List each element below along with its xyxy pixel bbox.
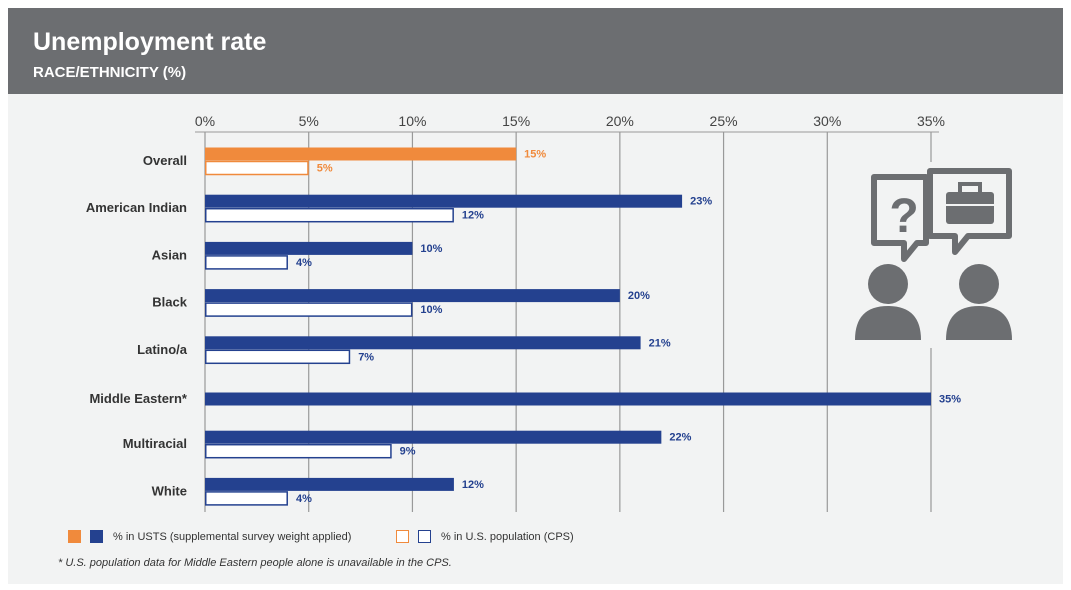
bar-cps-label: 12% [462, 210, 484, 222]
x-tick-label: 5% [299, 113, 319, 129]
legend-swatch-usts [90, 530, 103, 543]
question-mark-icon: ? [889, 190, 918, 243]
bar-cps-label: 4% [296, 257, 312, 269]
legend-label-usts: % in USTS (supplemental survey weight ap… [113, 531, 352, 543]
bar-usts [205, 241, 413, 255]
bar-usts-label: 12% [462, 479, 484, 491]
bar-usts-label: 21% [649, 337, 671, 349]
chart-title: Unemployment rate [33, 28, 267, 56]
x-tick-label: 10% [398, 113, 426, 129]
bar-usts [205, 392, 931, 406]
category-label: Asian [152, 247, 187, 262]
bar-usts-label: 20% [628, 290, 650, 302]
bar-cps [205, 207, 454, 223]
bar-usts [205, 289, 620, 303]
legend-label-cps: % in U.S. population (CPS) [441, 531, 574, 543]
person-right-icon [946, 264, 1012, 340]
bar-usts-label: 10% [420, 243, 442, 255]
x-tick-label: 30% [813, 113, 841, 129]
conversation-question-briefcase-icon: ? [855, 168, 1012, 340]
chart-subtitle: RACE/ETHNICITY (%) [33, 64, 187, 81]
footnote: * U.S. population data for Middle Easter… [58, 557, 452, 569]
chart-header: Unemployment rate RACE/ETHNICITY (%) [8, 8, 1063, 94]
category-label: American Indian [86, 200, 187, 215]
x-tick-label: 20% [606, 113, 634, 129]
bar-usts-label: 35% [939, 394, 961, 406]
speech-bubble-left-icon [871, 174, 929, 262]
legend-usts: % in USTS (supplemental survey weight ap… [68, 530, 351, 543]
x-tick-label: 25% [710, 113, 738, 129]
bar-cps-label: 5% [317, 163, 333, 175]
legend-cps: % in U.S. population (CPS) [396, 530, 574, 543]
bar-cps-label: 4% [296, 493, 312, 505]
briefcase-icon [946, 182, 994, 224]
bar-cps-label: 9% [400, 446, 416, 458]
x-tick-label: 0% [195, 113, 215, 129]
bar-usts [205, 194, 683, 208]
bar-usts [205, 336, 641, 350]
bar-cps [205, 491, 288, 506]
category-label: Latino/a [137, 342, 188, 357]
bar-usts-label: 23% [690, 196, 712, 208]
bar-cps-label: 7% [358, 351, 374, 363]
bar-cps [205, 302, 413, 317]
bar-cps [205, 443, 392, 459]
category-label: Multiracial [123, 436, 187, 451]
legend-swatch-highlight [68, 530, 81, 543]
bar-usts [205, 147, 517, 161]
bar-usts [205, 477, 454, 491]
x-tick-label: 15% [502, 113, 530, 129]
bar-cps [205, 349, 351, 365]
bar-usts [205, 430, 662, 444]
legend-swatch-cps-outline [418, 530, 431, 543]
category-label: White [152, 483, 187, 498]
x-tick-label: 35% [917, 113, 945, 129]
person-left-icon [855, 264, 921, 340]
bar-usts-label: 22% [669, 432, 691, 444]
category-label: Overall [143, 153, 187, 168]
bar-cps [205, 255, 288, 270]
bar-cps-label: 10% [420, 304, 442, 316]
legend-swatch-highlight-outline [396, 530, 409, 543]
bar-usts-label: 15% [524, 149, 546, 161]
category-label: Black [152, 295, 187, 310]
category-label: Middle Eastern* [89, 391, 187, 406]
bar-cps [205, 160, 309, 176]
